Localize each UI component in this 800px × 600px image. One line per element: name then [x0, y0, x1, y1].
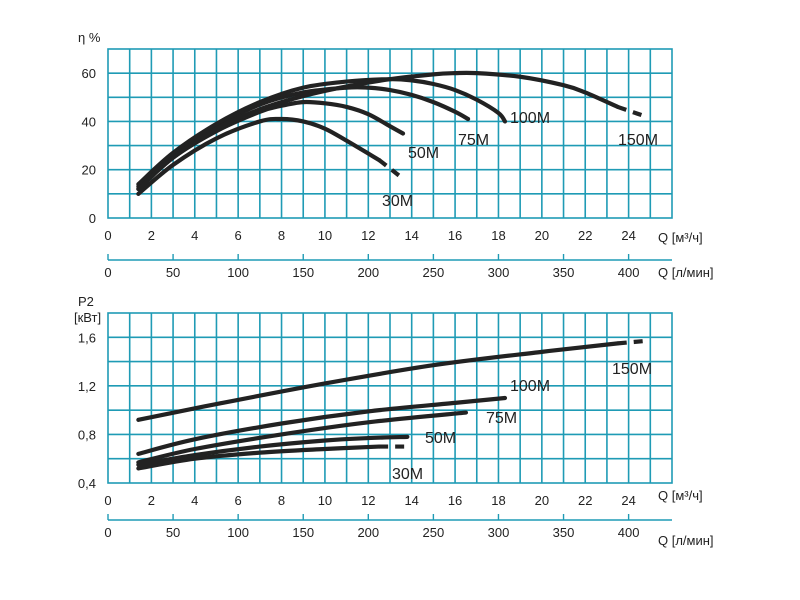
x-tick-label: 24: [621, 493, 635, 508]
x2-tick-label: 250: [423, 265, 445, 280]
x-tick-label: 10: [318, 228, 332, 243]
y-tick-label: 0: [89, 211, 96, 226]
efficiency-axis-label: η %: [78, 30, 101, 45]
series-line-150m: [136, 70, 620, 192]
y-tick-label: 1,2: [78, 379, 96, 394]
series-label-150m: 150M: [618, 132, 658, 149]
x2-tick-label: 50: [166, 525, 180, 540]
x2-tick-label: 0: [104, 265, 111, 280]
x-tick-label: 24: [621, 228, 635, 243]
y-tick-label: 60: [82, 66, 96, 81]
x-tick-label: 18: [491, 493, 505, 508]
y-tick-label: 40: [82, 114, 96, 129]
x2-tick-label: 150: [292, 265, 314, 280]
x-tick-label: 14: [404, 228, 418, 243]
series-label-30m: 30M: [382, 193, 413, 210]
y-tick-label: 0,8: [78, 427, 96, 442]
series-line-150m: [136, 341, 620, 422]
x2-tick-label: 250: [423, 525, 445, 540]
series-label-75m: 75M: [458, 132, 489, 149]
x2-tick-label: 400: [618, 525, 640, 540]
x-tick-label: 6: [235, 493, 242, 508]
top-flow-lmin-label: Q [л/мин]: [658, 265, 714, 280]
x2-tick-label: 0: [104, 525, 111, 540]
x-tick-label: 12: [361, 493, 375, 508]
series-label-100m: 100M: [510, 378, 550, 395]
x2-tick-label: 350: [553, 265, 575, 280]
top-flow-m3h-label: Q [м³/ч]: [658, 230, 703, 245]
series-extension-30m: [377, 158, 403, 179]
power-chart: 0,40,81,21,60 2 4 6 8 10 12 14 16 18 20 22 240 50 100 1…: [78, 312, 673, 540]
x2-tick-label: 150: [292, 525, 314, 540]
series-extension-150m: [617, 104, 647, 119]
power-axis-label: P2: [78, 294, 94, 309]
x-tick-label: 2: [148, 493, 155, 508]
x2-tick-label: 350: [553, 525, 575, 540]
x-tick-label: 8: [278, 228, 285, 243]
y-tick-label: 0,4: [78, 476, 96, 491]
x-tick-label: 20: [535, 493, 549, 508]
x2-tick-label: 100: [227, 265, 249, 280]
series-line-30m: [136, 116, 382, 196]
x-tick-label: 20: [535, 228, 549, 243]
x2-tick-label: 400: [618, 265, 640, 280]
x-tick-label: 0: [104, 228, 111, 243]
x2-tick-label: 50: [166, 265, 180, 280]
series-line-100m: [136, 395, 508, 456]
x-tick-label: 18: [491, 228, 505, 243]
series-label-30m: 30M: [392, 466, 423, 483]
x2-tick-label: 200: [357, 265, 379, 280]
x-tick-label: 2: [148, 228, 155, 243]
series-label-50m: 50M: [425, 430, 456, 447]
x2-tick-label: 300: [488, 525, 510, 540]
bottom-flow-m3h-label: Q [м³/ч]: [658, 488, 703, 503]
x-tick-label: 16: [448, 493, 462, 508]
x-tick-label: 4: [191, 228, 198, 243]
x2-tick-label: 300: [488, 265, 510, 280]
x-tick-label: 10: [318, 493, 332, 508]
power-axis-unit: [кВт]: [74, 310, 101, 325]
x2-tick-label: 100: [227, 525, 249, 540]
bottom-flow-lmin-label: Q [л/мин]: [658, 533, 714, 548]
x-tick-label: 8: [278, 493, 285, 508]
y-tick-label: 1,6: [78, 330, 96, 345]
x-tick-label: 0: [104, 493, 111, 508]
series-line-30m: [136, 444, 382, 471]
x-tick-label: 6: [235, 228, 242, 243]
series-label-150m: 150M: [612, 361, 652, 378]
series-label-100m: 100M: [510, 110, 550, 127]
series-line-75m: [136, 410, 469, 465]
x-tick-label: 22: [578, 493, 592, 508]
x-tick-label: 22: [578, 228, 592, 243]
y-tick-label: 20: [82, 163, 96, 178]
series-label-50m: 50M: [408, 145, 439, 162]
plot-frame: [107, 312, 673, 484]
x-tick-label: 16: [448, 228, 462, 243]
series-label-75m: 75M: [486, 410, 517, 427]
plot-frame: [107, 48, 673, 219]
series-line-100m: [136, 77, 508, 187]
x-tick-label: 12: [361, 228, 375, 243]
x2-tick-label: 200: [357, 525, 379, 540]
x-tick-label: 14: [404, 493, 418, 508]
series-line-50m: [136, 434, 410, 467]
series-extension-150m: [617, 338, 647, 346]
x-tick-label: 4: [191, 493, 198, 508]
